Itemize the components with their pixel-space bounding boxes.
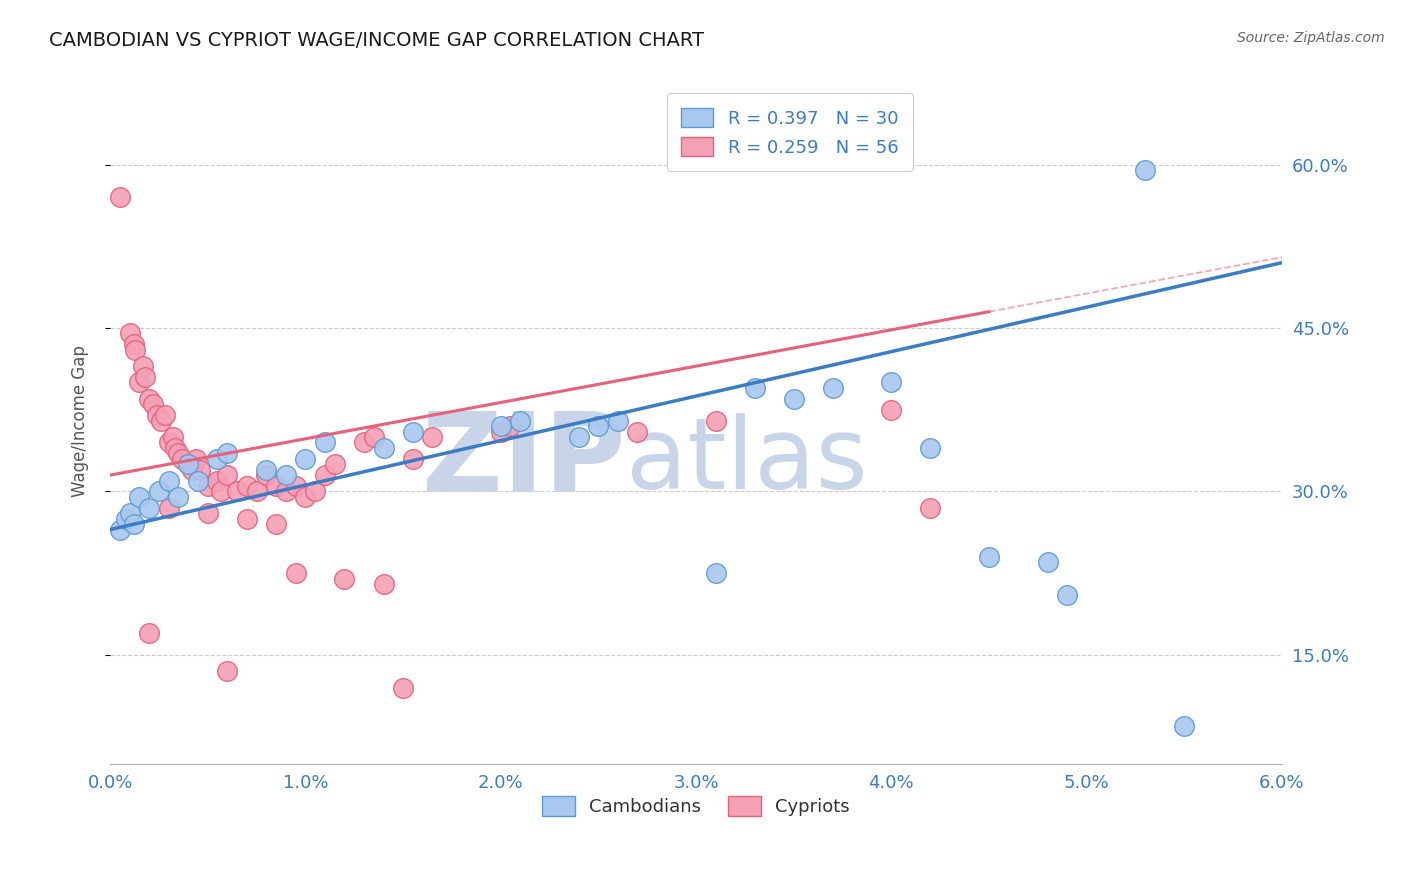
Text: CAMBODIAN VS CYPRIOT WAGE/INCOME GAP CORRELATION CHART: CAMBODIAN VS CYPRIOT WAGE/INCOME GAP COR… [49, 31, 704, 50]
Point [588, 419, 610, 434]
Point [138, 392, 160, 406]
Point [163, 441, 186, 455]
Point [704, 566, 727, 581]
Point [134, 370, 156, 384]
Point [392, 681, 415, 695]
Point [128, 376, 150, 390]
Point [264, 479, 287, 493]
Point [138, 500, 160, 515]
Point [122, 517, 145, 532]
Point [920, 500, 942, 515]
Point [197, 506, 219, 520]
Point [226, 484, 249, 499]
Point [177, 457, 200, 471]
Point [197, 479, 219, 493]
Point [373, 577, 395, 591]
Y-axis label: Wage/Income Gap: Wage/Income Gap [72, 344, 89, 497]
Point [162, 430, 184, 444]
Point [157, 474, 180, 488]
Point [245, 484, 267, 499]
Point [254, 463, 277, 477]
Point [284, 566, 307, 581]
Point [146, 408, 169, 422]
Point [568, 430, 591, 444]
Point [606, 414, 628, 428]
Point [821, 381, 844, 395]
Point [108, 190, 131, 204]
Point [172, 451, 194, 466]
Point [363, 430, 385, 444]
Point [920, 441, 942, 455]
Point [509, 414, 531, 428]
Point [128, 490, 150, 504]
Point [314, 435, 336, 450]
Legend: Cambodians, Cypriots: Cambodians, Cypriots [536, 789, 858, 823]
Point [236, 511, 259, 525]
Point [181, 463, 204, 477]
Point [373, 441, 395, 455]
Point [294, 451, 316, 466]
Point [626, 425, 648, 439]
Point [1173, 719, 1195, 733]
Point [422, 430, 444, 444]
Point [188, 463, 211, 477]
Point [108, 523, 131, 537]
Point [323, 457, 346, 471]
Point [236, 479, 259, 493]
Point [207, 474, 229, 488]
Point [209, 484, 232, 499]
Point [274, 484, 297, 499]
Point [499, 419, 522, 434]
Point [138, 626, 160, 640]
Point [1135, 163, 1157, 178]
Point [402, 451, 425, 466]
Point [217, 664, 239, 678]
Point [1056, 588, 1078, 602]
Point [402, 425, 425, 439]
Text: Source: ZipAtlas.com: Source: ZipAtlas.com [1237, 31, 1385, 45]
Point [167, 446, 190, 460]
Point [880, 376, 903, 390]
Point [124, 343, 146, 357]
Point [157, 500, 180, 515]
Point [184, 451, 207, 466]
Point [1036, 555, 1059, 569]
Point [704, 414, 727, 428]
Point [284, 479, 307, 493]
Point [142, 397, 165, 411]
Point [294, 490, 316, 504]
Point [132, 359, 155, 373]
Point [333, 572, 356, 586]
Point [217, 468, 239, 483]
Point [118, 506, 141, 520]
Point [118, 326, 141, 341]
Point [114, 511, 136, 525]
Point [314, 468, 336, 483]
Point [489, 425, 512, 439]
Text: ZIP: ZIP [422, 409, 626, 516]
Point [782, 392, 804, 406]
Point [254, 468, 277, 483]
Point [880, 402, 903, 417]
Point [187, 474, 209, 488]
Point [489, 419, 512, 434]
Point [353, 435, 375, 450]
Point [167, 490, 190, 504]
Point [977, 549, 1000, 564]
Point [148, 484, 170, 499]
Point [157, 435, 180, 450]
Point [264, 517, 287, 532]
Point [207, 451, 229, 466]
Point [304, 484, 326, 499]
Text: atlas: atlas [626, 413, 868, 510]
Point [149, 414, 172, 428]
Point [217, 446, 239, 460]
Point [744, 381, 766, 395]
Point [274, 468, 297, 483]
Point [153, 408, 176, 422]
Point [122, 337, 145, 351]
Point [177, 457, 200, 471]
